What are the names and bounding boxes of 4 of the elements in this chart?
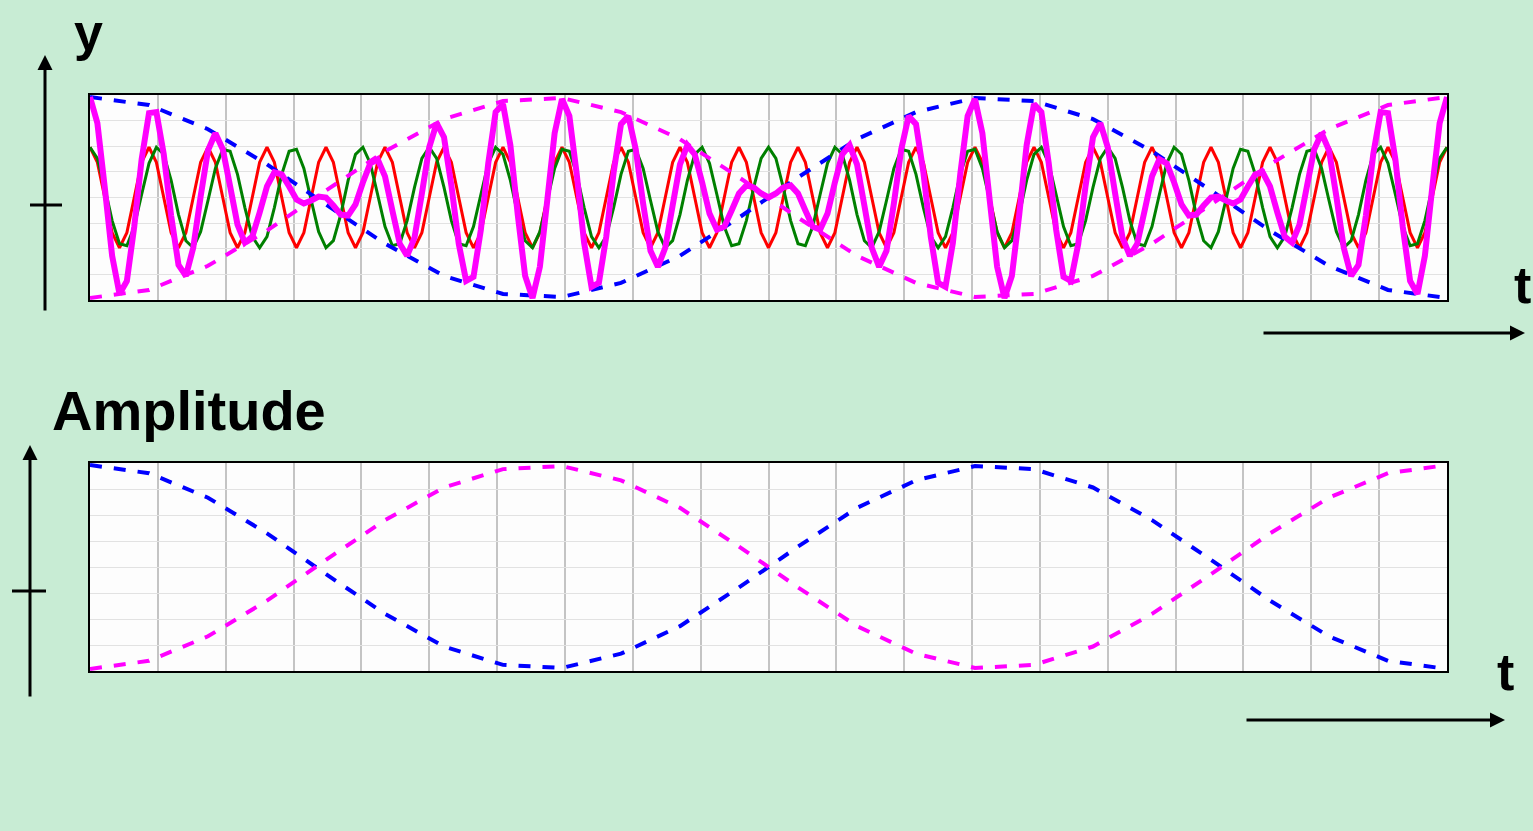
- x-axis-title: t: [1497, 643, 1515, 701]
- y-axis-title: y: [74, 3, 103, 61]
- y-axis-title: Amplitude: [52, 379, 326, 442]
- x-axis-title: t: [1514, 256, 1532, 314]
